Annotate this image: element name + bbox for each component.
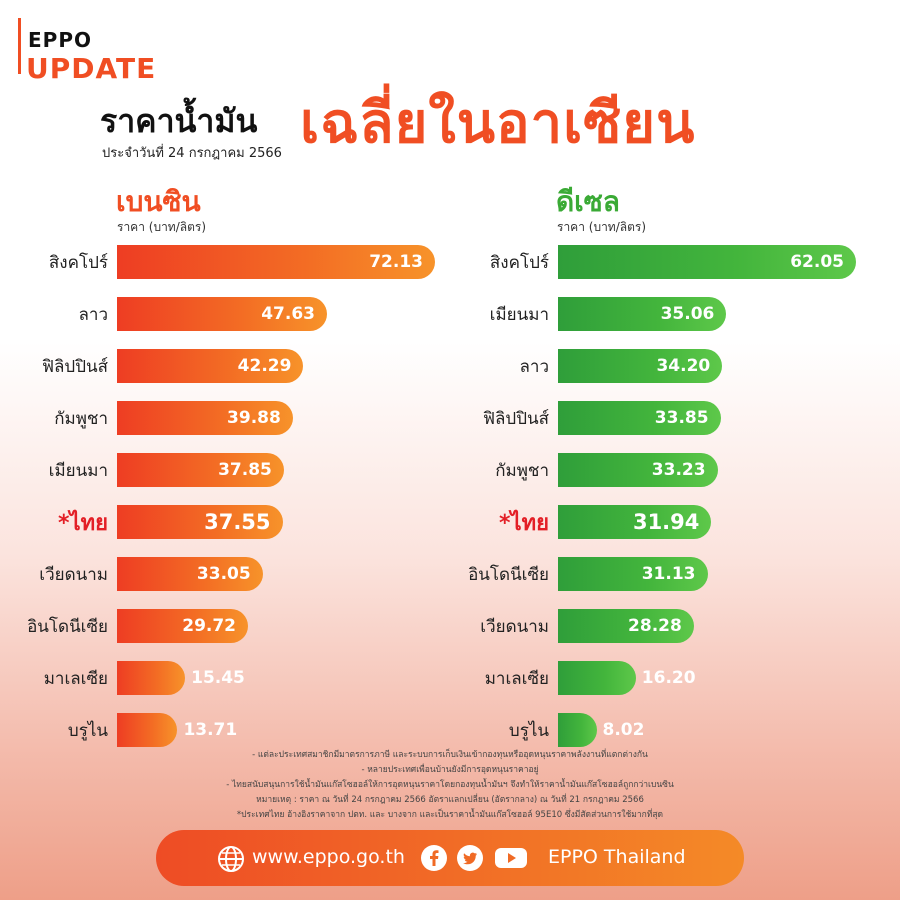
bar-label: *ไทย [499,511,549,536]
brand-small: EPPO [28,28,92,52]
bar-value-label: 29.72 [182,616,237,636]
globe-icon [218,846,244,872]
brand-bar [18,18,21,74]
note-line: *ประเทศไทย อ้างอิงราคาจาก ปตท. และ บางจา… [236,810,664,820]
bar-value-label: 16.20 [641,668,696,688]
bar [558,401,721,435]
bar-label: สิงคโปร์ [48,253,108,273]
bar [117,245,435,279]
petrol-title: เบนซิน [116,185,201,218]
bar-label: เวียดนาม [39,565,108,585]
bar [117,661,186,695]
bar-value-label: 13.71 [183,720,238,740]
bar [117,297,327,331]
bar-value-label: 62.05 [790,252,844,272]
brand-big: UPDATE [26,52,157,85]
petrol-unit: ราคา (บาท/ลิตร) [117,220,207,234]
bar [558,297,727,331]
facebook-icon[interactable] [420,844,448,872]
bar [117,401,293,435]
footer-name[interactable]: EPPO Thailand [548,846,686,868]
note-line: - ไทยสนับสนุนการใช้น้ำมันแก๊สโซฮอล์ให้กา… [226,780,674,790]
note-line: - แต่ละประเทศสมาชิกมีมาตรการภาษี และระบบ… [252,750,648,760]
title-big: เฉลี่ยในอาเซียน [300,91,696,156]
diesel-title: ดีเซล [556,185,620,218]
bar-value-label: 39.88 [227,408,281,428]
bar-label: สิงคโปร์ [489,253,549,273]
title-left: ราคาน้ำมัน [100,102,258,140]
bar-label: เมียนมา [489,305,549,325]
bar [558,505,712,539]
bar-value-label: 33.85 [654,408,709,428]
bar [558,557,708,591]
bar-label: บรูไน [508,721,549,741]
bar-value-label: 33.23 [651,460,706,480]
bar [558,349,723,383]
bar [117,453,284,487]
bar-value-label: 34.20 [656,356,711,376]
note-line: หมายเหตุ : ราคา ณ วันที่ 24 กรกฎาคม 2566… [256,795,644,805]
bar-label: กัมพูชา [495,461,549,481]
bar-label: มาเลเซีย [484,669,549,689]
diesel-unit: ราคา (บาท/ลิตร) [557,220,647,234]
bar [558,245,856,279]
bar-value-label: 15.45 [191,668,245,688]
bar-label: ลาว [519,357,549,377]
footnotes: - แต่ละประเทศสมาชิกมีมาตรการภาษี และระบบ… [150,748,750,823]
bar-value-label: 8.02 [602,720,645,740]
bar-label: กัมพูชา [54,409,108,429]
bar [558,661,636,695]
bar-value-label: 37.55 [204,510,271,534]
bar [558,453,718,487]
bar-label: อินโดนีเซีย [27,617,108,637]
bar-label: *ไทย [58,511,108,536]
bar-label: อินโดนีเซีย [468,565,549,585]
bar [117,609,249,643]
bar-value-label: 37.85 [218,460,272,480]
bar-label: บรูไน [67,721,108,741]
bar-value-label: 42.29 [237,356,292,376]
bar-label: เมียนมา [48,461,108,481]
bar [117,349,304,383]
bar-value-label: 72.13 [369,252,423,272]
bar-value-label: 47.63 [261,304,315,324]
bar-value-label: 28.28 [628,616,682,636]
subtitle: ประจำวันที่ 24 กรกฎาคม 2566 [102,146,282,161]
youtube-icon[interactable] [494,844,528,872]
footer-website[interactable]: www.eppo.go.th [252,846,405,868]
bar [117,713,178,747]
bar-label: เวียดนาม [480,617,549,637]
bar-value-label: 33.05 [196,564,251,584]
bar-label: ลาว [78,305,108,325]
bar-label: มาเลเซีย [43,669,108,689]
footer-bar: www.eppo.go.th EPPO Thailand [156,830,744,886]
bar-value-label: 31.94 [632,510,700,534]
bar [558,713,597,747]
bar-label: ฟิลิปปินส์ [482,409,549,429]
twitter-icon[interactable] [456,844,484,872]
bar-value-label: 31.13 [641,564,696,584]
bar [558,609,694,643]
bar-label: ฟิลิปปินส์ [41,357,108,377]
bar-value-label: 35.06 [660,304,715,324]
bar [117,505,283,539]
note-line: - หลายประเทศเพื่อนบ้านยังมีการอุดหนุนราค… [361,765,539,775]
bar [117,557,263,591]
